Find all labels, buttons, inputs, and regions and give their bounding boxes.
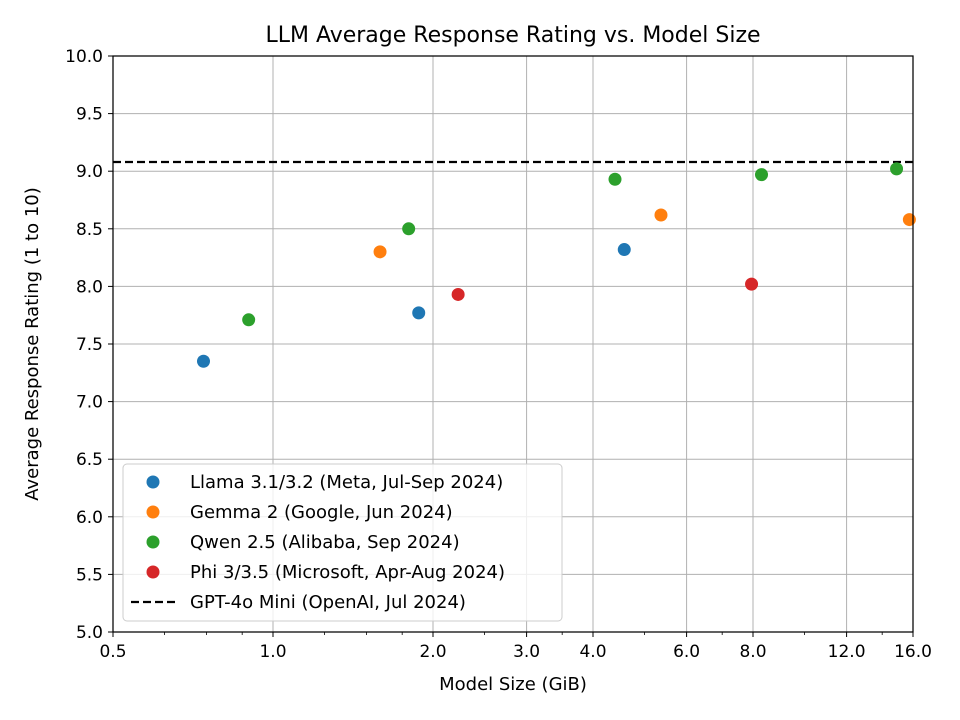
data-point (654, 208, 668, 222)
data-point (754, 168, 768, 182)
legend: Llama 3.1/3.2 (Meta, Jul-Sep 2024) Gemma … (122, 463, 563, 622)
y-tick-label: 7.5 (76, 335, 103, 355)
chart-title: LLM Average Response Rating vs. Model Si… (265, 23, 760, 48)
legend-marker (146, 505, 160, 519)
x-axis-ticks: 0.5 1.0 2.0 3.0 4.0 6.0 8.0 12.0 16.0 (99, 632, 932, 662)
series-4 (451, 277, 759, 301)
y-axis-label: Average Response Rating (1 to 10) (22, 187, 43, 500)
data-point (745, 277, 759, 291)
legend-marker (146, 475, 160, 489)
data-point (196, 354, 210, 368)
y-tick-label: 6.5 (76, 450, 103, 470)
y-axis-ticks: 5.0 5.5 6.0 6.5 7.0 7.5 8.0 8.5 9.0 9.5 10.0 (65, 47, 113, 643)
y-tick-label: 5.5 (76, 565, 103, 585)
x-tick-label: 6.0 (673, 642, 700, 662)
x-tick-label: 12.0 (828, 642, 866, 662)
legend-label: GPT-4o Mini (OpenAI, Jul 2024) (190, 592, 466, 613)
x-tick-label: 2.0 (419, 642, 446, 662)
data-points (196, 162, 916, 368)
y-tick-label: 8.5 (76, 220, 103, 240)
legend-label: Phi 3/3.5 (Microsoft, Apr-Aug 2024) (190, 562, 505, 583)
x-tick-label: 4.0 (579, 642, 606, 662)
data-point (402, 222, 416, 236)
data-point (902, 213, 916, 227)
x-tick-label: 16.0 (894, 642, 932, 662)
legend-label: Llama 3.1/3.2 (Meta, Jul-Sep 2024) (190, 472, 503, 493)
y-tick-label: 10.0 (65, 47, 103, 67)
y-tick-label: 9.5 (76, 105, 103, 125)
data-point (412, 306, 426, 320)
x-axis-label: Model Size (GiB) (439, 674, 587, 695)
data-point (617, 243, 631, 257)
legend-box (122, 463, 563, 622)
x-tick-label: 1.0 (259, 642, 286, 662)
legend-label: Qwen 2.5 (Alibaba, Sep 2024) (190, 532, 460, 553)
series-3 (242, 162, 904, 327)
legend-label: Gemma 2 (Google, Jun 2024) (190, 502, 453, 523)
y-tick-label: 8.0 (76, 277, 103, 297)
x-tick-label: 8.0 (739, 642, 766, 662)
data-point (373, 245, 387, 259)
data-point (242, 313, 256, 327)
data-point (451, 287, 465, 301)
data-point (890, 162, 904, 176)
y-tick-label: 7.0 (76, 393, 103, 413)
y-tick-label: 6.0 (76, 508, 103, 528)
data-point (608, 172, 622, 186)
y-tick-label: 5.0 (76, 623, 103, 643)
legend-marker (146, 565, 160, 579)
series-1 (196, 243, 631, 368)
legend-marker (146, 535, 160, 549)
y-tick-label: 9.0 (76, 162, 103, 182)
x-tick-label: 3.0 (513, 642, 540, 662)
x-tick-label: 0.5 (99, 642, 126, 662)
